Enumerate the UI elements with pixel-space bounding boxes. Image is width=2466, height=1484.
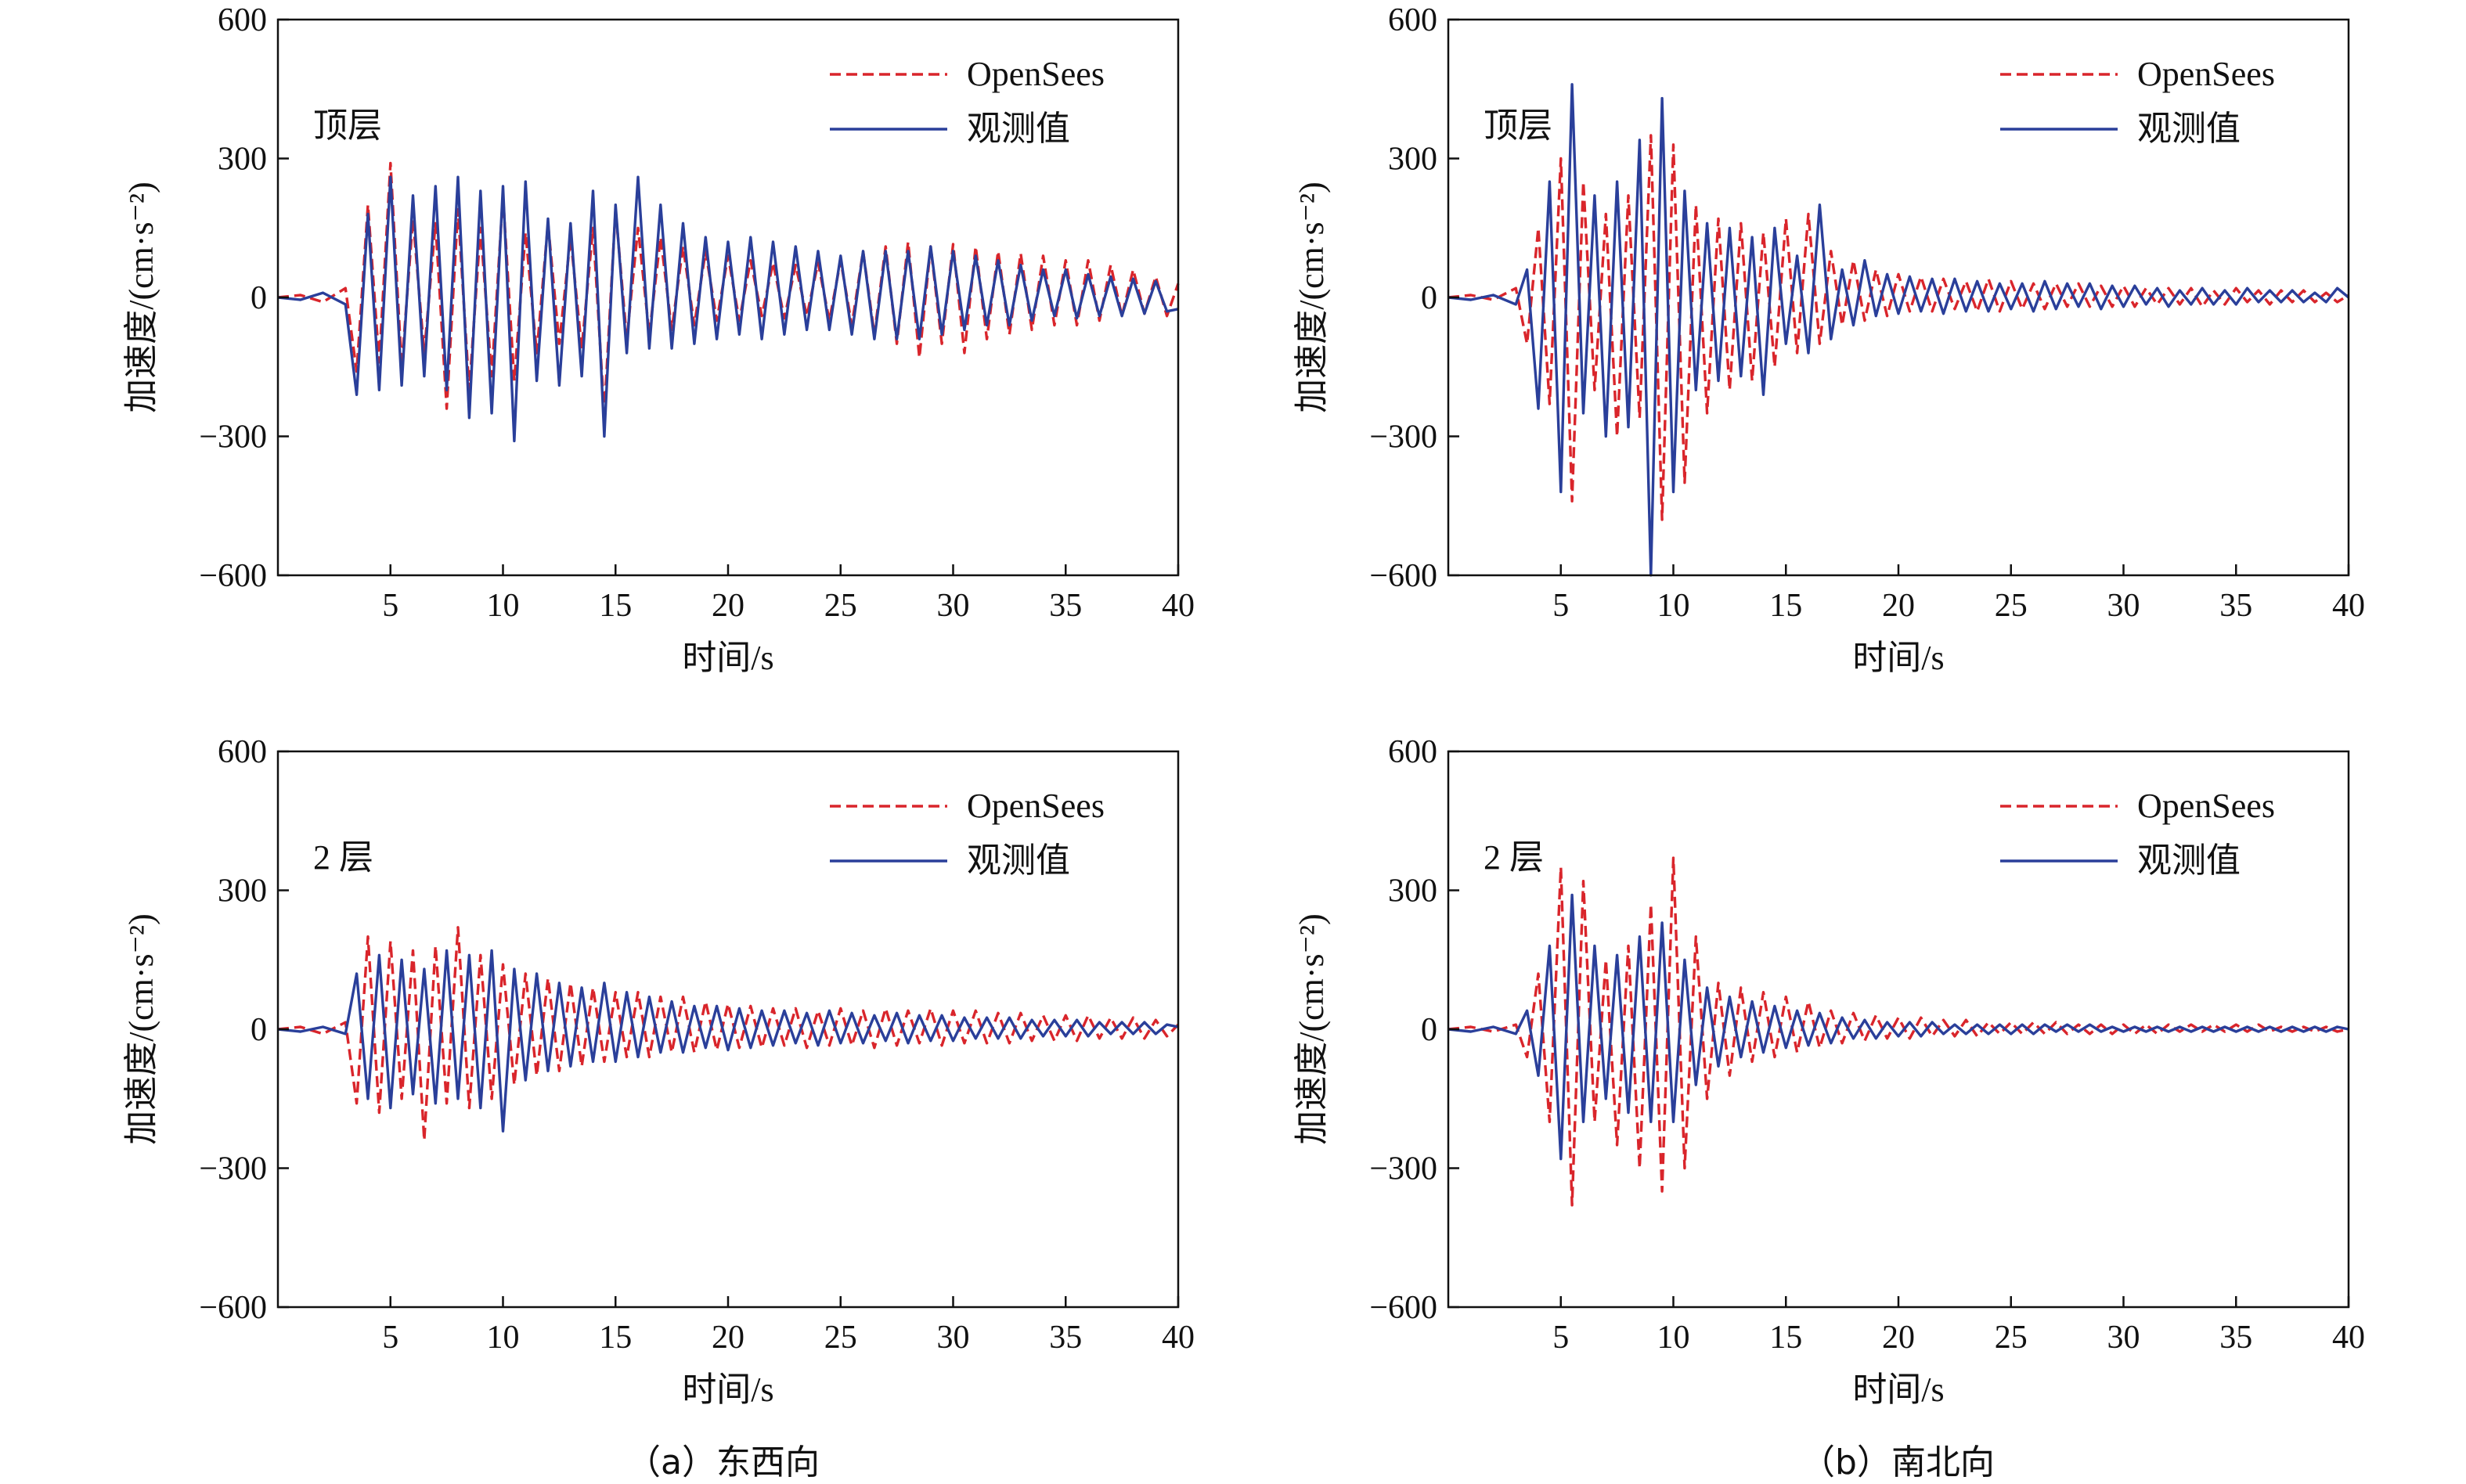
x-tick-label: 40	[2332, 588, 2365, 624]
opensees-series-line	[277, 926, 1180, 1142]
observed-series-line	[1448, 83, 2350, 577]
floor-label: 顶层	[1484, 106, 1552, 145]
opensees-series-line	[1448, 134, 2349, 521]
y-tick-label: 0	[1421, 1012, 1437, 1048]
observed-series-line	[1448, 893, 2349, 1161]
x-tick-label: 15	[599, 588, 632, 624]
plot-frame	[1447, 750, 2350, 1309]
x-tick-label: 30	[937, 588, 970, 624]
x-tick-label: 10	[487, 1320, 520, 1356]
x-tick-label: 40	[2332, 1320, 2365, 1356]
plot-frame	[1447, 18, 2350, 577]
x-tick-label: 30	[937, 1320, 970, 1356]
x-tick-label: 15	[1769, 1320, 1802, 1356]
caption-north-south: （b）南北向	[1801, 1434, 1995, 1484]
x-tick-label: 25	[824, 1320, 857, 1356]
plot-frame	[276, 18, 1180, 577]
x-tick-label: 5	[382, 588, 398, 624]
x-tick-label: 20	[712, 588, 744, 624]
x-tick-label: 30	[2107, 1320, 2140, 1356]
x-tick-label: 10	[487, 588, 520, 624]
chart-panel-ns-top: −600 −300 0 300 600 5 10 15 20 25 30 35 40 时间/s 加速度/(c…	[1292, 2, 2365, 677]
y-axis-title: 加速度/(cm·s⁻²)	[122, 182, 160, 412]
x-tick-label: 25	[824, 588, 857, 624]
y-tick-label: 300	[218, 142, 267, 178]
floor-label: 顶层	[313, 106, 382, 145]
x-tick-label: 5	[1552, 1320, 1569, 1356]
observed-series-line	[277, 949, 1179, 1133]
legend-label: OpenSees	[2137, 787, 2275, 825]
x-tick-label: 20	[1882, 1320, 1915, 1356]
x-tick-label: 25	[1995, 1320, 2028, 1356]
legend-label: OpenSees	[2137, 55, 2275, 93]
plot-frame	[276, 750, 1180, 1309]
x-tick-label: 10	[1657, 588, 1690, 624]
caption-text: 东西向	[716, 1443, 820, 1482]
y-tick-label: 300	[1388, 873, 1437, 909]
y-axis-title: 加速度/(cm·s⁻²)	[1292, 182, 1331, 412]
x-axis-title: 时间/s	[1852, 639, 1944, 677]
x-tick-label: 20	[712, 1320, 744, 1356]
x-tick-label: 40	[1162, 1320, 1195, 1356]
y-tick-label: 600	[218, 734, 267, 770]
y-tick-label: 600	[1388, 734, 1437, 770]
legend-label: OpenSees	[967, 55, 1105, 93]
y-tick-label: 300	[218, 873, 267, 909]
y-tick-label: 0	[251, 280, 267, 316]
y-tick-label: −300	[199, 420, 267, 456]
y-tick-label: 600	[218, 2, 267, 38]
y-tick-label: 300	[1388, 142, 1437, 178]
y-tick-label: −300	[1369, 1151, 1437, 1187]
x-tick-label: 35	[2219, 1320, 2252, 1356]
chart-panel-ns-2: −600 −300 0 300 600 5 10 15 20 25 30 35 40 时间/s 加速度/(c…	[1292, 734, 2365, 1409]
x-tick-label: 35	[1049, 1320, 1082, 1356]
y-axis-title: 加速度/(cm·s⁻²)	[122, 913, 160, 1144]
x-tick-label: 15	[1769, 588, 1802, 624]
x-tick-label: 15	[599, 1320, 632, 1356]
legend-label: 观测值	[2137, 110, 2241, 148]
x-axis-title: 时间/s	[1852, 1371, 1944, 1409]
x-tick-label: 5	[1552, 588, 1569, 624]
floor-label: 2 层	[1484, 838, 1544, 877]
x-tick-label: 30	[2107, 588, 2140, 624]
x-tick-label: 40	[1162, 588, 1195, 624]
y-tick-label: 600	[1388, 2, 1437, 38]
caption-east-west: （a）东西向	[626, 1434, 820, 1484]
y-tick-label: −600	[1369, 558, 1437, 594]
y-tick-label: −600	[199, 1290, 267, 1326]
x-axis-title: 时间/s	[682, 1371, 773, 1409]
y-axis-title: 加速度/(cm·s⁻²)	[1292, 913, 1331, 1144]
y-tick-label: −600	[1369, 1290, 1437, 1326]
caption-text: 南北向	[1891, 1443, 1995, 1482]
x-tick-label: 25	[1995, 588, 2028, 624]
caption-prefix: （a）	[626, 1443, 716, 1482]
x-tick-label: 20	[1882, 588, 1915, 624]
caption-prefix: （b）	[1801, 1443, 1891, 1482]
floor-label: 2 层	[313, 838, 373, 877]
chart-panel-ew-top: −600 −300 0 300 600 5 10 15 20 25 30 35 40 时间/s 加速度/(c…	[122, 2, 1195, 677]
x-tick-label: 35	[2219, 588, 2252, 624]
x-tick-label: 10	[1657, 1320, 1690, 1356]
observed-series-line	[277, 175, 1179, 443]
chart-panel-ew-2: −600 −300 0 300 600 5 10 15 20 25 30 35 40 时间/s 加速度/(c…	[122, 734, 1195, 1409]
x-tick-label: 35	[1049, 588, 1082, 624]
legend-label: OpenSees	[967, 787, 1105, 825]
y-tick-label: −600	[199, 558, 267, 594]
y-tick-label: −300	[1369, 420, 1437, 456]
y-tick-label: −300	[199, 1151, 267, 1187]
x-tick-label: 5	[382, 1320, 398, 1356]
legend-label: 观测值	[967, 841, 1070, 880]
x-axis-title: 时间/s	[682, 639, 773, 677]
y-tick-label: 0	[251, 1012, 267, 1048]
legend-label: 观测值	[967, 110, 1070, 148]
legend-label: 观测值	[2137, 841, 2241, 880]
y-tick-label: 0	[1421, 280, 1437, 316]
opensees-series-line	[1448, 856, 2349, 1207]
